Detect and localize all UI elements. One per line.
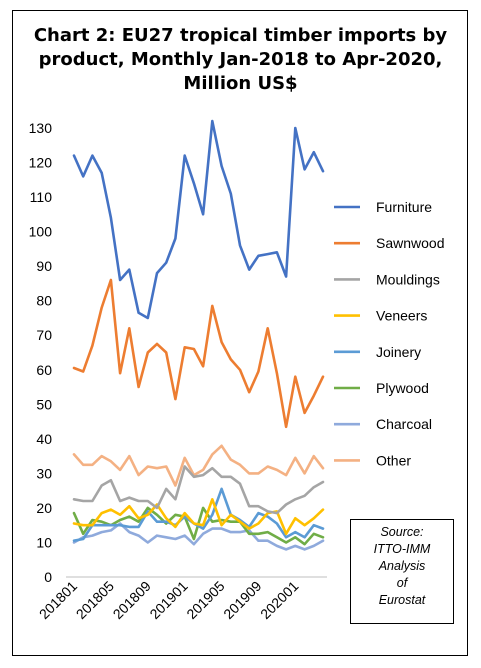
legend-label-other: Other: [376, 452, 411, 468]
y-tick-label: 10: [36, 534, 52, 550]
x-tick-label: 201905: [183, 578, 227, 622]
series-line-other: [72, 444, 325, 487]
series-line-furniture: [72, 119, 325, 320]
source-note: Source: ITTO-IMM Analysis of Eurostat: [350, 519, 454, 624]
chart-title-line-3: Million US$: [183, 73, 298, 94]
y-tick-label: 50: [36, 396, 52, 412]
legend-label-charcoal: Charcoal: [376, 416, 432, 432]
legend-label-furniture: Furniture: [376, 199, 432, 215]
y-tick-label: 40: [36, 431, 52, 447]
x-tick-label: 202001: [257, 578, 301, 622]
legend-label-mouldings: Mouldings: [376, 271, 440, 287]
y-tick-label: 110: [30, 189, 53, 205]
y-tick-label: 20: [36, 500, 52, 516]
chart-title: Chart 2: EU27 tropical timber imports by…: [30, 24, 451, 96]
y-tick-label: 100: [29, 224, 53, 240]
y-tick-label: 130: [29, 120, 53, 136]
legend-label-sawnwood: Sawnwood: [376, 235, 445, 251]
legend-label-joinery: Joinery: [376, 344, 421, 360]
series-line-veneers: [72, 497, 325, 536]
legend-label-veneers: Veneers: [376, 308, 427, 324]
x-tick-label: 201909: [220, 578, 264, 622]
source-line-2: ITTO-IMM: [373, 542, 431, 556]
source-line-3: Analysis: [378, 559, 426, 573]
y-tick-label: 60: [36, 362, 52, 378]
series-line-sawnwood: [72, 278, 325, 429]
source-line-5: Eurostat: [378, 593, 426, 607]
y-tick-label: 70: [36, 327, 52, 343]
x-tick-label: 201805: [73, 578, 117, 622]
legend-label-plywood: Plywood: [376, 380, 429, 396]
series-lines: [72, 119, 325, 551]
y-tick-label: 90: [36, 258, 52, 274]
legend: Furniture Sawnwood Mouldings Veneers Joinery…: [334, 199, 445, 468]
source-line-4: of: [396, 576, 408, 590]
y-tick-label: 0: [44, 569, 52, 585]
chart-title-line-1: Chart 2: EU27 tropical timber imports by: [33, 25, 448, 46]
y-tick-label: 80: [36, 293, 52, 309]
x-axis: 2018012018052018092019012019052019092020…: [36, 576, 327, 622]
y-axis: 0 10 20 30 40 50 60 70 80 90 100 110 120 130: [29, 120, 53, 585]
series-line-joinery: [72, 487, 325, 543]
x-tick-label: 201901: [146, 578, 190, 622]
source-line-1: Source:: [380, 525, 424, 539]
chart-title-line-2: product, Monthly Jan-2018 to Apr-2020,: [38, 49, 443, 70]
y-tick-label: 120: [29, 155, 53, 171]
x-tick-label: 201801: [36, 578, 80, 622]
series-line-charcoal: [72, 522, 325, 551]
series-line-mouldings: [72, 465, 325, 515]
y-tick-label: 30: [36, 465, 52, 481]
x-tick-label: 201809: [110, 578, 154, 622]
